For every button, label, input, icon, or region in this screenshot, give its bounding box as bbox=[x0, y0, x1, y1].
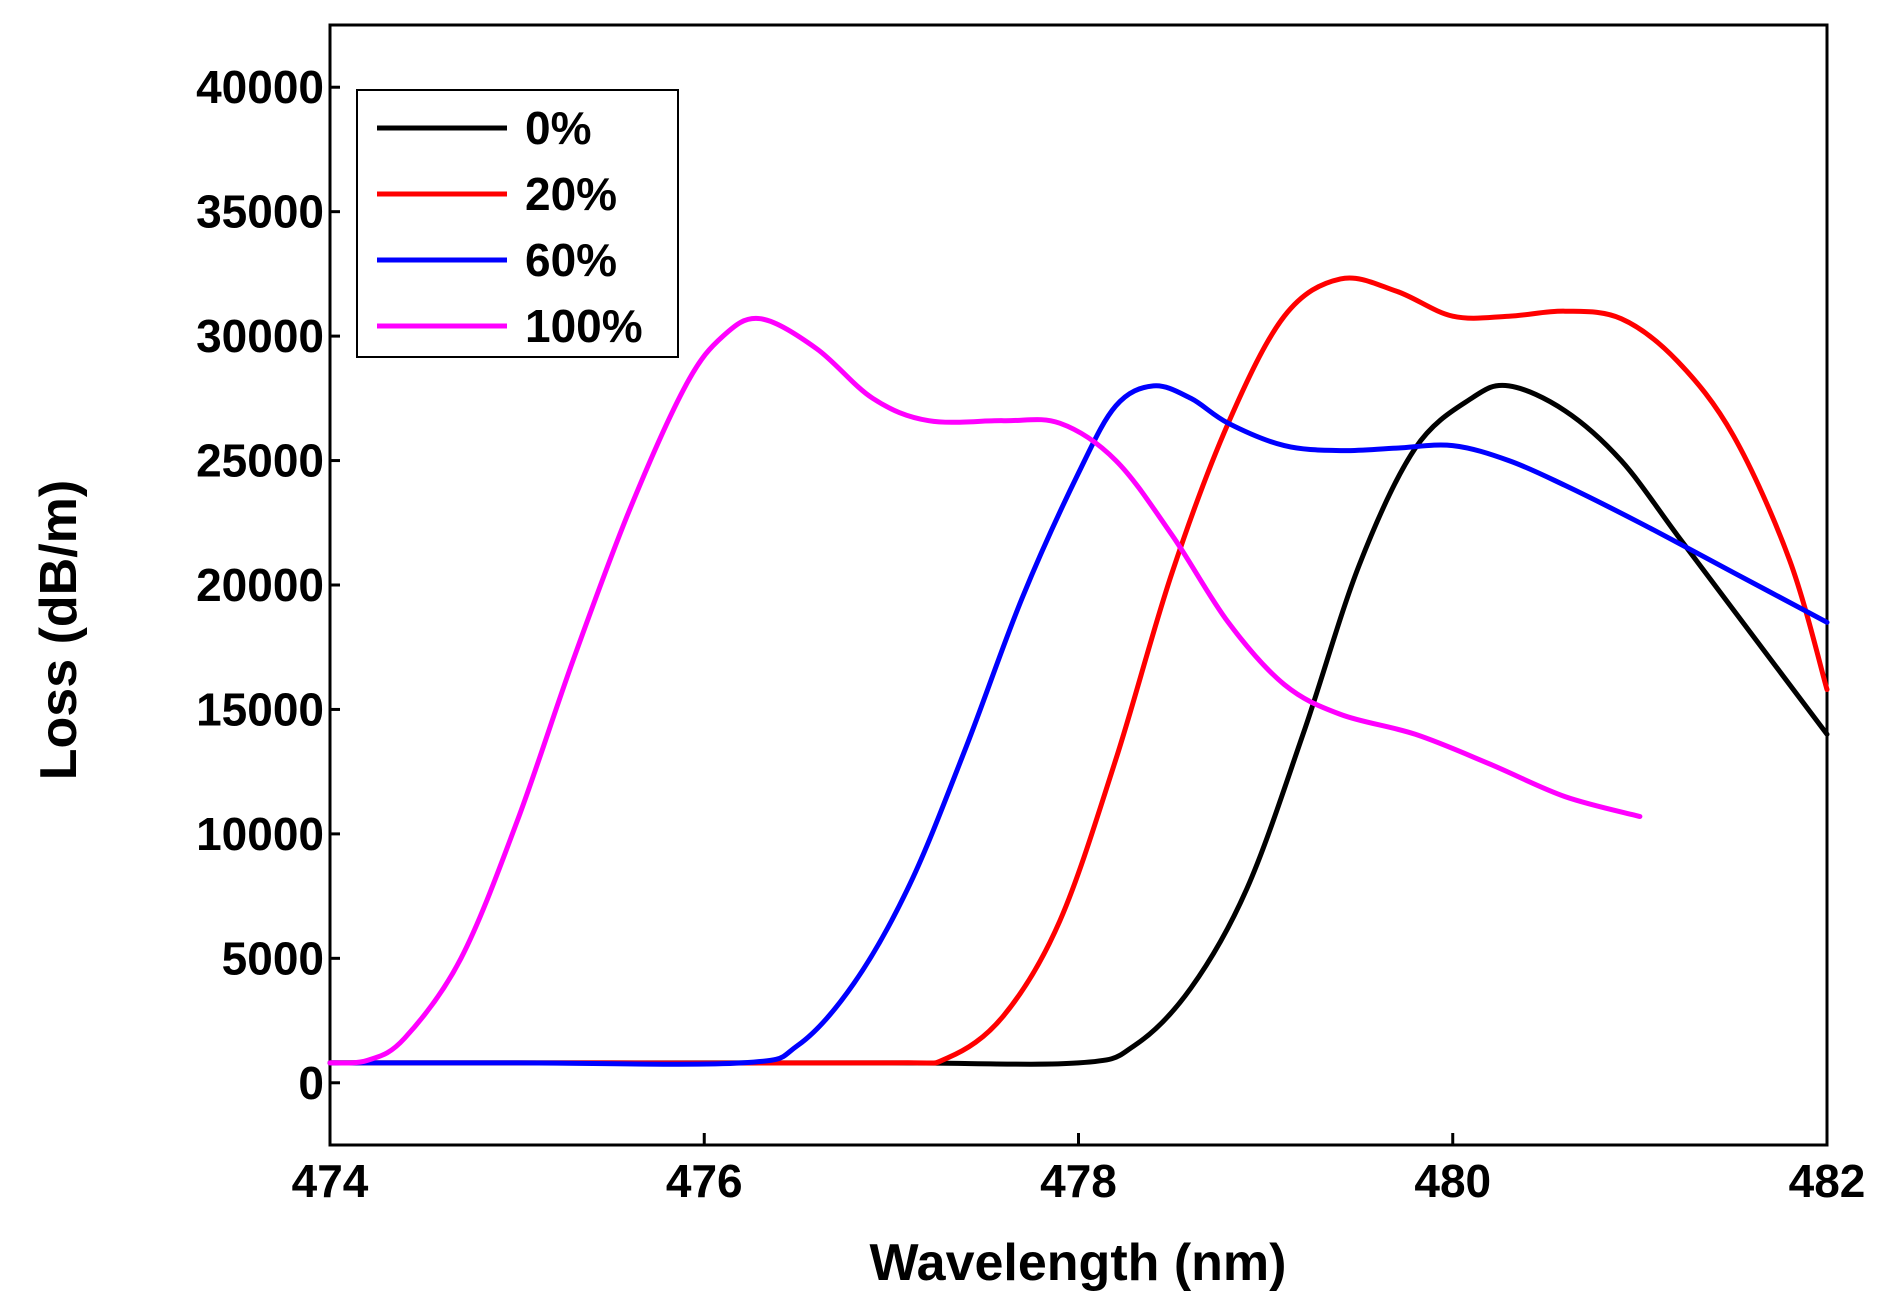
series-lines bbox=[327, 275, 1830, 1067]
y-axis-title: Loss (dB/m) bbox=[30, 480, 88, 780]
series-line-4 bbox=[327, 315, 1643, 1066]
legend-label: 0% bbox=[525, 102, 591, 154]
y-tick-label: 10000 bbox=[196, 808, 324, 860]
x-tick-label: 480 bbox=[1414, 1155, 1491, 1207]
x-tick-label: 482 bbox=[1789, 1155, 1866, 1207]
legend-label: 100% bbox=[525, 300, 643, 352]
legend-label: 60% bbox=[525, 234, 617, 286]
x-tick-label: 478 bbox=[1040, 1155, 1117, 1207]
legend-box bbox=[356, 89, 679, 358]
y-tick-label: 5000 bbox=[222, 932, 324, 984]
x-axis-ticks: 474 476 478 480 482 bbox=[292, 1133, 1866, 1207]
y-tick-label: 20000 bbox=[196, 559, 324, 611]
x-tick-label: 476 bbox=[666, 1155, 743, 1207]
legend: 0% 20% 60% 100% bbox=[356, 89, 679, 358]
legend-label: 20% bbox=[525, 168, 617, 220]
series-line-3 bbox=[327, 383, 1830, 1067]
x-axis-title: Wavelength (nm) bbox=[870, 1234, 1287, 1292]
y-tick-label: 25000 bbox=[196, 435, 324, 487]
y-tick-label: 0 bbox=[298, 1057, 324, 1109]
legend-items: 0% 20% 60% 100% bbox=[377, 102, 643, 352]
y-tick-label: 30000 bbox=[196, 310, 324, 362]
series-line-2 bbox=[327, 275, 1830, 1066]
x-tick-label: 474 bbox=[292, 1155, 369, 1207]
y-axis-ticks: 0 5000 10000 15000 20000 25000 30000 35000 40000 bbox=[196, 61, 340, 1109]
series-line-1 bbox=[327, 382, 1830, 1067]
y-tick-label: 15000 bbox=[196, 683, 324, 735]
y-tick-label: 40000 bbox=[196, 61, 324, 113]
y-tick-label: 35000 bbox=[196, 186, 324, 238]
